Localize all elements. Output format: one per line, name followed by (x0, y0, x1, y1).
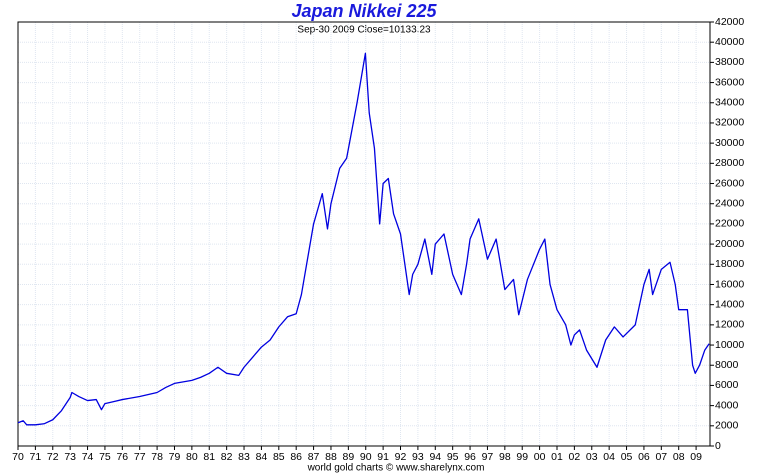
x-tick-label: 99 (516, 451, 528, 463)
x-tick-label: 08 (673, 451, 685, 463)
y-tick-label: 18000 (715, 258, 744, 270)
x-tick-label: 81 (203, 451, 215, 463)
x-tick-label: 88 (325, 451, 337, 463)
grid (17, 21, 710, 447)
x-tick-label: 79 (169, 451, 181, 463)
x-tick-label: 84 (256, 451, 268, 463)
y-tick-label: 14000 (715, 298, 744, 310)
x-tick-label: 05 (621, 451, 633, 463)
x-tick-label: 75 (99, 451, 111, 463)
x-tick-label: 80 (186, 451, 198, 463)
chart-title: Japan Nikkei 225 (291, 1, 437, 21)
y-tick-label: 42000 (715, 16, 744, 28)
x-tick-label: 86 (290, 451, 302, 463)
y-tick-label: 26000 (715, 177, 744, 189)
x-tick-label: 77 (134, 451, 146, 463)
y-tick-label: 6000 (715, 379, 739, 391)
x-tick-label: 03 (586, 451, 598, 463)
x-tick-label: 76 (116, 451, 128, 463)
x-tick-label: 73 (64, 451, 76, 463)
price-line (17, 52, 710, 426)
y-tick-label: 24000 (715, 197, 744, 209)
y-tick-label: 8000 (715, 359, 739, 371)
x-tick-label: 74 (82, 451, 94, 463)
plot-frame (17, 21, 711, 447)
x-tick-label: 06 (638, 451, 650, 463)
footer: world gold charts © www.sharelynx.com (307, 463, 485, 474)
y-tick-label: 36000 (715, 76, 744, 88)
x-tick-label: 96 (464, 451, 476, 463)
y-tick-label: 4000 (715, 399, 739, 411)
y-tick-label: 22000 (715, 218, 744, 230)
x-tick-label: 01 (551, 451, 563, 463)
x-tick-label: 94 (429, 451, 441, 463)
y-tick-label: 30000 (715, 137, 744, 149)
x-tick-label: 97 (482, 451, 494, 463)
x-tick-label: 09 (690, 451, 702, 463)
x-tick-label: 00 (534, 451, 546, 463)
x-tick-label: 87 (308, 451, 320, 463)
x-tick-label: 02 (569, 451, 581, 463)
x-tick-label: 92 (395, 451, 407, 463)
x-tick-label: 85 (273, 451, 285, 463)
x-tick-label: 91 (377, 451, 389, 463)
x-tick-label: 90 (360, 451, 372, 463)
x-tick-label: 98 (499, 451, 511, 463)
y-tick-label: 16000 (715, 278, 744, 290)
x-tick-label: 93 (412, 451, 424, 463)
y-tick-label: 28000 (715, 157, 744, 169)
y-tick-label: 40000 (715, 36, 744, 48)
x-tick-label: 82 (221, 451, 233, 463)
x-tick-label: 04 (603, 451, 615, 463)
x-tick-label: 83 (238, 451, 250, 463)
y-tick-label: 12000 (715, 319, 744, 331)
y-tick-label: 32000 (715, 117, 744, 129)
x-tick-label: 78 (151, 451, 163, 463)
x-tick-label: 71 (30, 451, 42, 463)
x-tick-label: 95 (447, 451, 459, 463)
y-tick-label: 2000 (715, 420, 739, 432)
y-tick-label: 20000 (715, 238, 744, 250)
x-tick-label: 07 (655, 451, 667, 463)
x-tick-label: 72 (47, 451, 59, 463)
y-tick-label: 0 (715, 440, 721, 452)
chart-subtitle: Sep-30 2009 Close=10133.23 (297, 25, 431, 36)
y-tick-label: 34000 (715, 97, 744, 109)
y-tick-label: 10000 (715, 339, 744, 351)
y-tick-label: 38000 (715, 56, 744, 68)
x-tick-label: 70 (12, 451, 24, 463)
x-tick-label: 89 (343, 451, 355, 463)
